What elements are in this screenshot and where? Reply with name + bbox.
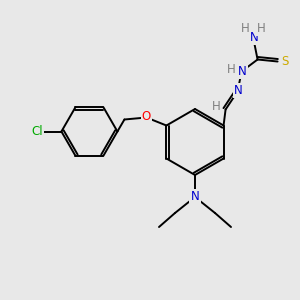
Text: H: H: [241, 22, 250, 35]
Text: H: H: [212, 100, 221, 113]
Text: H: H: [227, 63, 236, 76]
Text: N: N: [234, 84, 243, 97]
Text: N: N: [250, 31, 259, 44]
Text: N: N: [190, 190, 200, 203]
Text: N: N: [238, 65, 247, 78]
Text: H: H: [257, 22, 266, 35]
Text: Cl: Cl: [32, 125, 43, 138]
Text: O: O: [142, 110, 151, 123]
Text: S: S: [281, 55, 288, 68]
